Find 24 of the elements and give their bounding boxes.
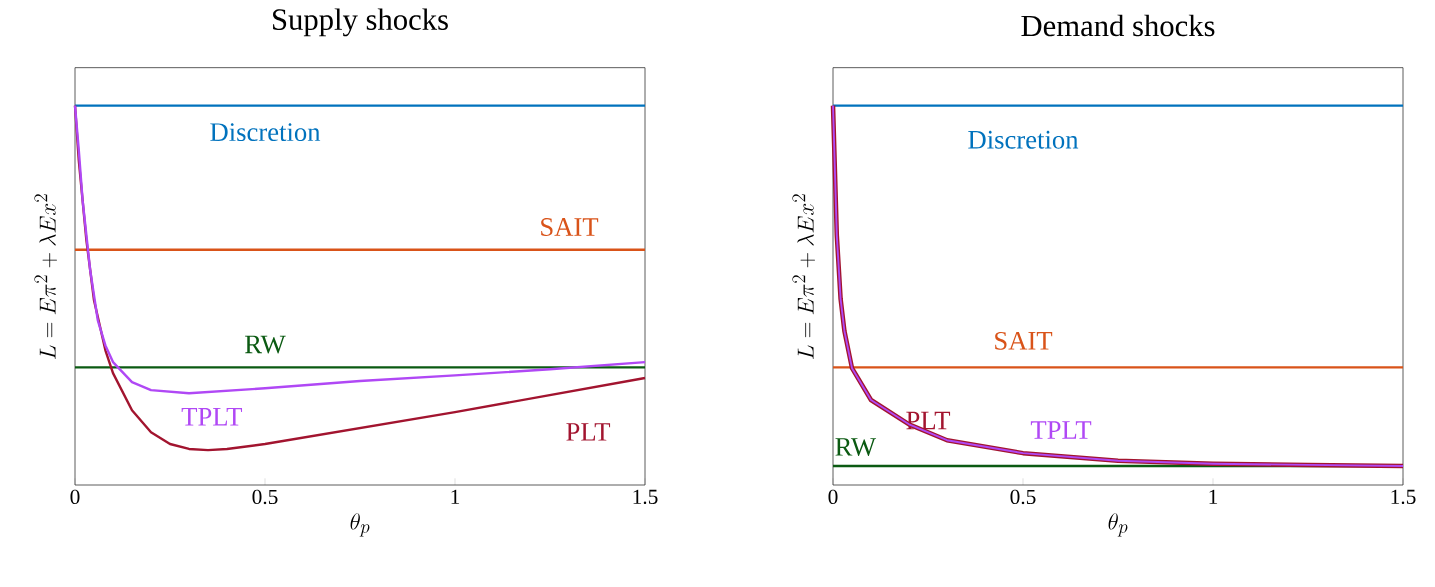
series-label: Discretion — [968, 130, 1079, 149]
series-label: TPLT — [181, 407, 243, 426]
chart-title: Supply shocks — [273, 8, 448, 37]
y-axis-title: $L = E\pi^2 + \lambda E x^2$ — [34, 194, 57, 359]
x-axis-title: $\theta_p$ — [350, 513, 370, 537]
series-label: TPLT — [1030, 421, 1092, 439]
series-label: RW — [835, 438, 877, 456]
series-label: PLT — [906, 411, 951, 430]
x-tick-label: 0 — [828, 489, 838, 505]
series-label: SAIT — [541, 218, 599, 236]
x-tick-label: 0 — [70, 489, 80, 505]
x-tick-label: 0.5 — [1010, 489, 1036, 505]
series-label: PLT — [566, 423, 611, 441]
x-tick-label: 1 — [451, 489, 460, 504]
chart-title: Demand shocks — [1021, 14, 1215, 37]
x-tick-label: 1.5 — [633, 489, 658, 505]
series-label: RW — [245, 335, 286, 354]
series-label: Discretion — [210, 123, 321, 142]
series-label: SAIT — [995, 331, 1053, 350]
x-tick-label: 0.5 — [252, 489, 278, 505]
x-axis-title: $\theta_p$ — [1108, 513, 1128, 537]
y-axis-title: $L = E\pi^2 + \lambda E x^2$ — [792, 194, 815, 359]
x-tick-label: 1.5 — [1391, 489, 1416, 505]
x-tick-label: 1 — [1209, 489, 1218, 504]
